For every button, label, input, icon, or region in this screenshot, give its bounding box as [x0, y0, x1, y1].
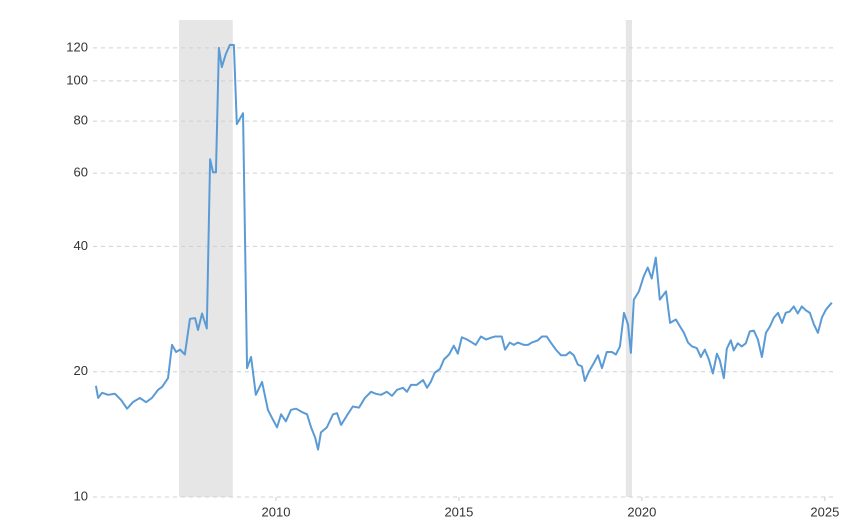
x-tick-label: 2010	[262, 504, 291, 519]
y-tick-label: 60	[74, 165, 88, 180]
x-tick-label: 2015	[444, 504, 473, 519]
y-tick-label: 80	[74, 113, 88, 128]
recession-band	[625, 20, 633, 497]
y-tick-label: 40	[74, 238, 88, 253]
y-tick-label: 20	[74, 363, 88, 378]
y-tick-label: 100	[66, 72, 88, 87]
y-tick-label: 120	[66, 39, 88, 54]
x-tick-label: 2025	[810, 504, 839, 519]
recession-band	[178, 20, 233, 497]
x-tick-label: 2020	[627, 504, 656, 519]
line-series	[94, 43, 833, 451]
y-tick-label: 10	[74, 488, 88, 503]
